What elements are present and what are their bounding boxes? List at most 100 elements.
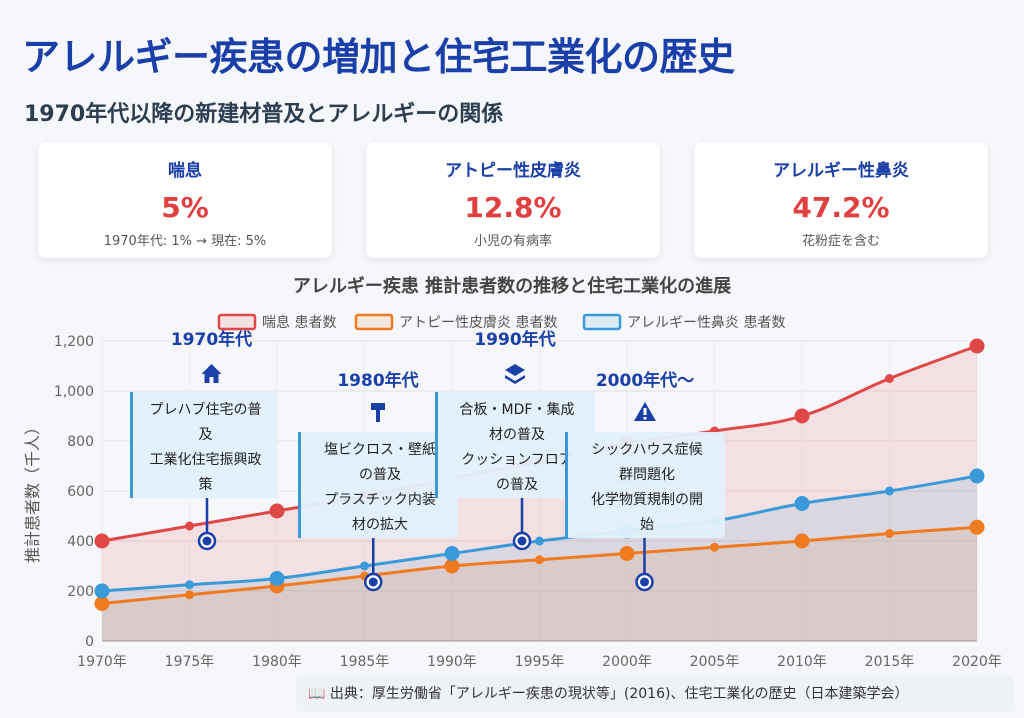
y-tick-label: 1,000 (54, 384, 94, 400)
annotation-text: 群問題化 (619, 467, 675, 483)
source-text: 出典：厚生労働省「アレルギー疾患の現状等」(2016)、住宅工業化の歴史（日本建… (329, 686, 909, 702)
x-tick-label: 2020年 (952, 654, 1002, 670)
house-icon (201, 364, 222, 383)
annotation-marker-dot (368, 577, 378, 587)
x-tick-label: 2010年 (777, 654, 827, 670)
x-tick-label: 2005年 (690, 654, 740, 670)
data-point (794, 496, 810, 511)
annotation-text: 塩ビクロス・壁紙 (324, 442, 436, 458)
data-point (969, 468, 985, 484)
data-point (710, 542, 719, 552)
annotation-accent (435, 392, 438, 498)
chart-title: アレルギー疾患 推計患者数の推移と住宅工業化の進展 (293, 275, 732, 297)
stat-card-atopy: アトピー性皮膚炎 12.8% 小児の有病率 (366, 142, 660, 258)
stat-card-value: 47.2% (792, 191, 890, 224)
legend-label: アトピー性皮膚炎 患者数 (399, 315, 557, 331)
legend-label: アレルギー性鼻炎 患者数 (627, 314, 785, 331)
x-tick-label: 1975年 (165, 654, 215, 670)
annotation-accent (298, 432, 301, 538)
data-point (185, 580, 194, 590)
annotation-text: の普及 (359, 467, 401, 483)
annotation-text: プレハブ住宅の普 (150, 401, 262, 418)
annotation-text: の普及 (496, 477, 538, 493)
x-tick-label: 1990年 (427, 654, 477, 670)
annotation-text: 化学物質規制の開 (591, 492, 703, 508)
data-point (185, 521, 194, 531)
y-axis-label: 推計患者数（千人） (23, 419, 42, 563)
data-point (969, 338, 985, 354)
y-tick-label: 0 (85, 634, 94, 650)
x-tick-label: 2000年 (602, 654, 652, 670)
annotation-accent (130, 392, 133, 498)
data-point (794, 533, 810, 549)
annotation-text: 工業化住宅振興政 (150, 452, 262, 468)
data-point (885, 374, 894, 383)
data-point (360, 561, 369, 571)
annotation-marker-dot (517, 536, 527, 546)
layers-icon (505, 364, 525, 384)
stat-card-title: アレルギー性鼻炎 (773, 161, 909, 181)
data-point (619, 546, 635, 561)
page-title: アレルギー疾患の増加と住宅工業化の歴史 (22, 35, 735, 79)
stat-card-note: 1970年代: 1% → 現在: 5% (103, 234, 267, 249)
source-footer: 📖 出典：厚生労働省「アレルギー疾患の現状等」(2016)、住宅工業化の歴史（日… (296, 676, 1014, 712)
y-tick-label: 800 (67, 434, 94, 450)
stat-card-note: 小児の有病率 (473, 234, 552, 249)
data-point (969, 519, 985, 535)
era-label: 1970年代 (171, 329, 252, 350)
series-area (102, 527, 977, 641)
annotation-accent (565, 432, 568, 538)
annotation-text: 始 (640, 517, 654, 533)
data-point (269, 571, 285, 586)
annotation-box (298, 432, 458, 538)
stat-card-rhinitis: アレルギー性鼻炎 47.2% 花粉症を含む (694, 142, 988, 258)
data-point (185, 590, 194, 600)
annotation-marker-dot (202, 536, 212, 546)
stat-card-value: 5% (161, 191, 209, 224)
y-tick-label: 400 (67, 534, 94, 550)
annotation-text: シックハウス症候 (591, 442, 702, 458)
data-point (269, 503, 285, 519)
annotation-text: 策 (199, 476, 213, 493)
era-label: 2000年代〜 (596, 370, 694, 391)
annotation-box (565, 432, 725, 538)
data-point (444, 558, 460, 574)
warning-mark (643, 417, 647, 420)
annotation-text: 材の普及 (489, 427, 545, 443)
stat-card-title: アトピー性皮膚炎 (445, 161, 581, 181)
legend-swatch (354, 313, 394, 331)
y-tick-label: 600 (67, 484, 94, 500)
stat-card-note: 花粉症を含む (801, 234, 880, 249)
era-label: 1990年代 (474, 329, 555, 350)
paint-roller-icon (371, 403, 385, 422)
x-tick-label: 1995年 (515, 654, 565, 670)
era-label: 1980年代 (337, 370, 418, 391)
y-tick-label: 1,200 (54, 334, 94, 350)
x-tick-label: 1985年 (340, 654, 390, 670)
legend-swatch (582, 313, 622, 331)
annotation-text: 材の拡大 (352, 517, 408, 533)
data-point (794, 408, 810, 424)
data-point (444, 546, 460, 561)
stat-card-asthma: 喘息 5% 1970年代: 1% → 現在: 5% (38, 142, 332, 258)
x-tick-label: 2015年 (865, 654, 915, 670)
data-point (885, 529, 894, 538)
data-point (535, 536, 544, 546)
book-icon: 📖 (308, 686, 326, 702)
warning-mark (643, 408, 647, 415)
legend-swatch (217, 313, 257, 331)
annotation-box (130, 392, 277, 498)
stat-card-value: 12.8% (464, 191, 562, 224)
stat-card-title: 喘息 (168, 161, 202, 181)
x-tick-label: 1980年 (252, 654, 302, 670)
legend-label: 喘息 患者数 (262, 314, 336, 331)
x-tick-label: 1970年 (77, 654, 127, 670)
data-point (94, 596, 110, 611)
annotation-text: クッションフロア (461, 452, 573, 468)
data-point (535, 555, 544, 565)
annotation-text: 及 (199, 427, 213, 443)
annotation-box (435, 392, 595, 498)
data-point (94, 583, 110, 599)
annotation-text: 合板・MDF・集成 (460, 401, 575, 418)
